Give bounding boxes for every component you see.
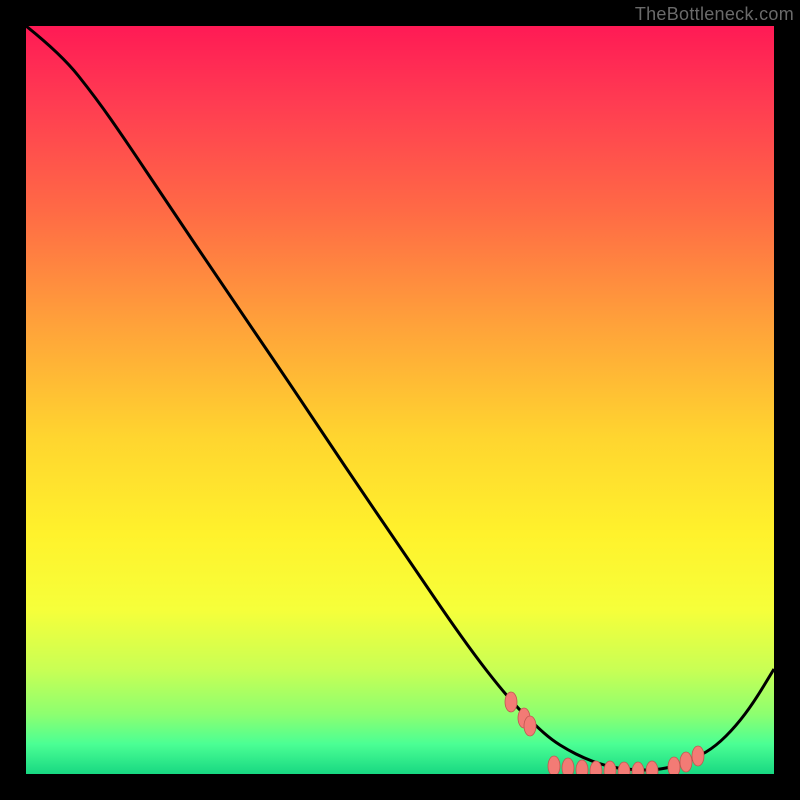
watermark-text: TheBottleneck.com	[635, 4, 794, 25]
chart-marker	[524, 716, 536, 736]
chart-plot-area	[26, 26, 774, 774]
chart-marker	[562, 758, 574, 774]
chart-marker	[692, 746, 704, 766]
chart-background-gradient	[26, 26, 774, 774]
chart-marker	[668, 757, 680, 774]
chart-marker	[548, 756, 560, 774]
chart-marker	[505, 692, 517, 712]
chart-marker	[680, 752, 692, 772]
chart-svg	[26, 26, 774, 774]
